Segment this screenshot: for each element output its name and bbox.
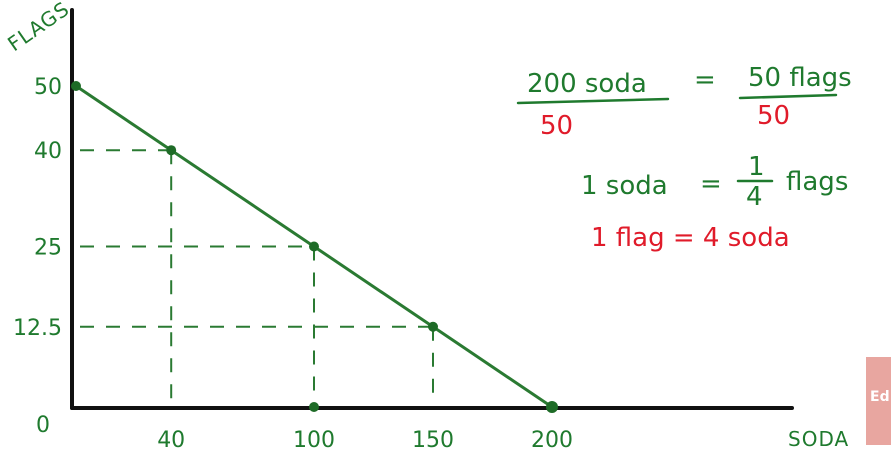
note-1-right-bar: [738, 93, 838, 100]
x-tick-label: 150: [412, 428, 454, 453]
note-line-3: 1 flag = 4 soda: [591, 223, 790, 253]
data-point: [71, 81, 81, 91]
x-tick-label: 100: [293, 428, 335, 453]
origin-label: 0: [36, 413, 50, 438]
note-line-1: 200 soda 50 = 50 flags 50: [516, 63, 852, 141]
note-2-equals: =: [700, 169, 722, 199]
data-points: [71, 81, 558, 413]
y-tick-labels: 50 40 25 12.5: [13, 75, 62, 341]
note-2-left: 1 soda: [581, 171, 668, 201]
x-tick-labels: 40 100 150 200: [157, 428, 573, 453]
data-point: [166, 145, 177, 156]
y-tick-label: 50: [34, 75, 62, 100]
y-tick-label: 12.5: [13, 316, 62, 341]
note-2-fraction-denominator: 4: [746, 182, 763, 212]
y-axis-title: FLAGS: [3, 0, 74, 56]
y-tick-label: 25: [34, 236, 62, 261]
note-line-2: 1 soda = 1 4 flags: [581, 152, 848, 212]
corner-tab: Ed: [866, 357, 891, 445]
note-1-right-denominator: 50: [757, 101, 790, 131]
note-1-left-bar: [516, 97, 670, 105]
x-axis-title: SODA: [788, 427, 849, 451]
data-point: [309, 402, 319, 412]
note-1-left-denominator: 50: [540, 111, 573, 141]
x-tick-label: 40: [157, 428, 185, 453]
note-2-right: flags: [786, 167, 848, 197]
y-tick-label: 40: [34, 139, 62, 164]
note-1-left-numerator: 200 soda: [527, 69, 647, 99]
guide-lines: [80, 149, 434, 404]
note-1-equals: =: [694, 65, 716, 95]
data-point: [428, 321, 438, 332]
x-tick-label: 200: [531, 428, 573, 453]
note-2-fraction-numerator: 1: [748, 152, 765, 182]
data-point: [546, 401, 558, 413]
note-1-right-numerator: 50 flags: [748, 63, 852, 93]
data-point: [309, 241, 319, 252]
